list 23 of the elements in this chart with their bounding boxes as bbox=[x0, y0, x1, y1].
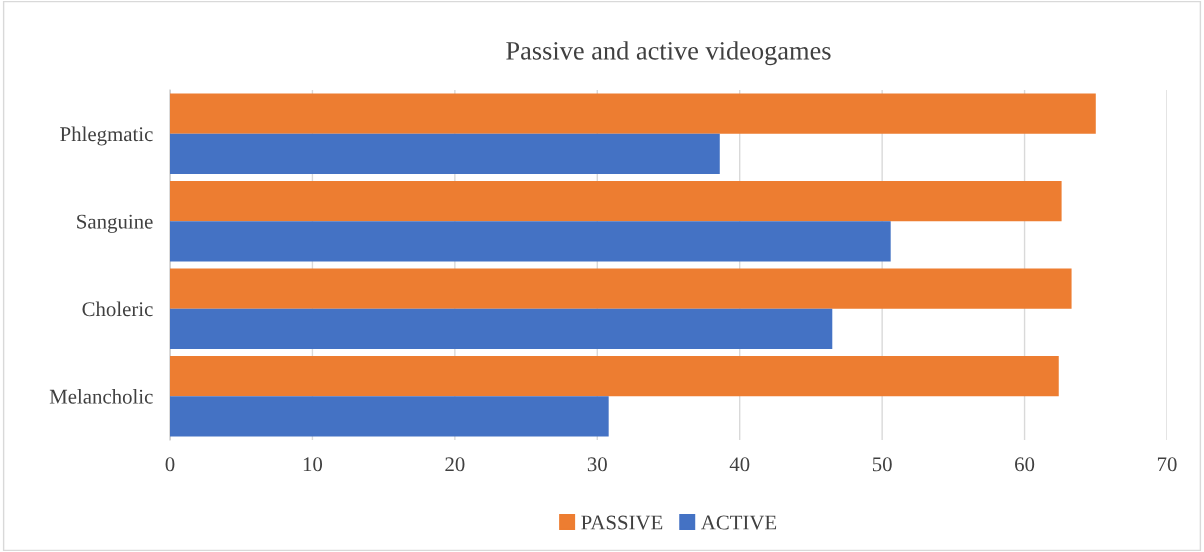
y-tick-label: Choleric bbox=[82, 301, 153, 317]
x-tick-label: 50 bbox=[872, 457, 892, 472]
x-tick-label: 0 bbox=[165, 457, 175, 472]
y-tick-label: Melancholic bbox=[49, 389, 153, 404]
bar bbox=[170, 93, 1096, 134]
x-tick-label: 30 bbox=[587, 457, 607, 472]
bar bbox=[170, 308, 833, 349]
y-tick-label: Sanguine bbox=[77, 214, 153, 233]
legend-label: ACTIVE bbox=[700, 515, 777, 530]
bar bbox=[170, 396, 609, 437]
bar bbox=[170, 133, 720, 174]
x-tick-label: 40 bbox=[729, 457, 750, 472]
bar bbox=[170, 356, 1059, 397]
chart-title: Passive and active videogames bbox=[506, 41, 831, 66]
x-tick-label: 60 bbox=[1015, 457, 1035, 472]
bar bbox=[170, 268, 1072, 309]
x-tick-label: 20 bbox=[445, 457, 465, 472]
bar bbox=[170, 221, 891, 262]
x-tick-label: 70 bbox=[1157, 457, 1177, 472]
y-tick-label: Phlegmatic bbox=[60, 126, 153, 146]
legend-label: PASSIVE bbox=[581, 515, 663, 530]
x-tick-label: 10 bbox=[303, 457, 323, 472]
bar bbox=[170, 181, 1062, 222]
